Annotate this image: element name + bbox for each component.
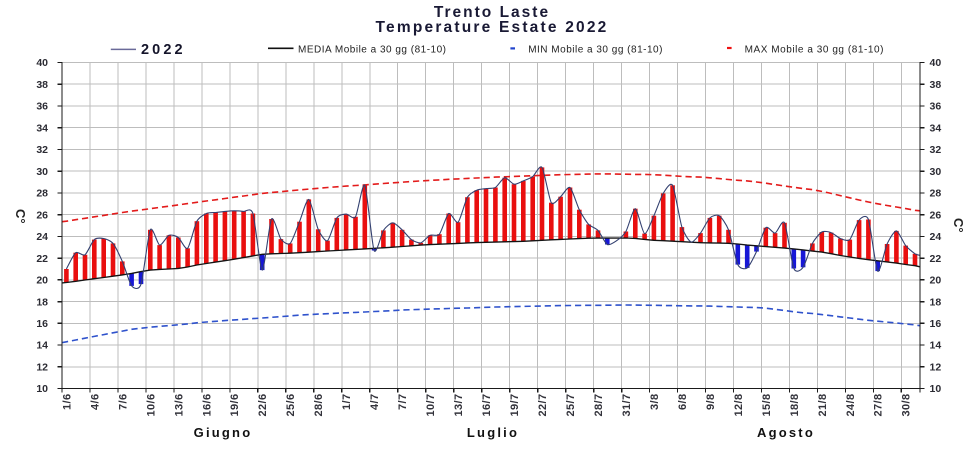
svg-text:19/7: 19/7 xyxy=(509,394,521,417)
svg-text:16: 16 xyxy=(930,318,942,330)
svg-text:16/7: 16/7 xyxy=(481,394,493,417)
svg-text:22/6: 22/6 xyxy=(257,394,269,417)
svg-text:10/6: 10/6 xyxy=(145,394,157,417)
svg-text:26: 26 xyxy=(930,209,942,221)
svg-text:24: 24 xyxy=(930,231,942,243)
svg-text:16/6: 16/6 xyxy=(201,394,213,417)
svg-text:14: 14 xyxy=(930,340,942,352)
svg-text:20: 20 xyxy=(930,275,942,287)
svg-text:38: 38 xyxy=(36,79,48,91)
svg-text:26: 26 xyxy=(36,209,48,221)
svg-text:10: 10 xyxy=(930,383,942,395)
svg-text:10: 10 xyxy=(36,383,48,395)
svg-text:16: 16 xyxy=(36,318,48,330)
svg-text:Agosto: Agosto xyxy=(757,425,815,440)
svg-text:Luglio: Luglio xyxy=(467,425,519,440)
svg-text:24/8: 24/8 xyxy=(845,394,857,417)
svg-text:MEDIA Mobile a 30 gg (81-10): MEDIA Mobile a 30 gg (81-10) xyxy=(298,45,447,56)
svg-text:28/6: 28/6 xyxy=(313,394,325,417)
svg-text:Trento Laste: Trento Laste xyxy=(434,4,550,21)
svg-text:28: 28 xyxy=(930,188,942,200)
svg-text:40: 40 xyxy=(36,57,48,69)
svg-text:10/7: 10/7 xyxy=(425,394,437,417)
svg-text:Giugno: Giugno xyxy=(194,425,253,440)
svg-text:MIN Mobile a 30 gg (81-10): MIN Mobile a 30 gg (81-10) xyxy=(528,45,663,56)
svg-text:13/6: 13/6 xyxy=(173,394,185,417)
svg-text:12: 12 xyxy=(930,362,942,374)
svg-text:36: 36 xyxy=(36,101,48,113)
svg-text:28: 28 xyxy=(36,188,48,200)
svg-text:12/8: 12/8 xyxy=(733,394,745,417)
svg-text:24: 24 xyxy=(36,231,48,243)
svg-text:2022: 2022 xyxy=(141,42,186,58)
svg-text:30: 30 xyxy=(36,166,48,178)
svg-text:22: 22 xyxy=(36,253,48,265)
svg-text:C°: C° xyxy=(951,218,966,233)
svg-text:MAX Mobile a 30 gg (81-10): MAX Mobile a 30 gg (81-10) xyxy=(745,45,884,56)
svg-text:32: 32 xyxy=(36,144,48,156)
svg-text:25/7: 25/7 xyxy=(565,394,577,417)
svg-text:1/7: 1/7 xyxy=(341,394,353,411)
svg-text:4/6: 4/6 xyxy=(89,394,101,411)
svg-text:12: 12 xyxy=(36,362,48,374)
svg-text:15/8: 15/8 xyxy=(761,394,773,417)
svg-text:22: 22 xyxy=(930,253,942,265)
svg-text:34: 34 xyxy=(930,122,942,134)
svg-text:19/6: 19/6 xyxy=(229,394,241,417)
svg-text:34: 34 xyxy=(36,122,48,134)
svg-text:3/8: 3/8 xyxy=(649,394,661,411)
svg-text:7/7: 7/7 xyxy=(397,394,409,411)
svg-text:32: 32 xyxy=(930,144,942,156)
svg-text:22/7: 22/7 xyxy=(537,394,549,417)
svg-text:7/6: 7/6 xyxy=(117,394,129,411)
svg-text:13/7: 13/7 xyxy=(453,394,465,417)
svg-text:C°: C° xyxy=(13,209,28,224)
svg-text:6/8: 6/8 xyxy=(677,394,689,411)
svg-text:28/7: 28/7 xyxy=(593,394,605,417)
svg-text:4/7: 4/7 xyxy=(369,394,381,411)
svg-text:40: 40 xyxy=(930,57,942,69)
svg-text:Temperature Estate 2022: Temperature Estate 2022 xyxy=(376,19,609,36)
svg-text:21/8: 21/8 xyxy=(817,394,829,417)
svg-text:18/8: 18/8 xyxy=(789,394,801,417)
svg-text:30: 30 xyxy=(930,166,942,178)
svg-text:30/8: 30/8 xyxy=(901,394,913,417)
svg-text:1/6: 1/6 xyxy=(61,394,73,411)
svg-text:38: 38 xyxy=(930,79,942,91)
svg-text:31/7: 31/7 xyxy=(621,394,633,417)
svg-text:9/8: 9/8 xyxy=(705,394,717,411)
svg-text:18: 18 xyxy=(930,296,942,308)
svg-text:36: 36 xyxy=(930,101,942,113)
svg-text:25/6: 25/6 xyxy=(285,394,297,417)
svg-text:14: 14 xyxy=(36,340,48,352)
svg-text:20: 20 xyxy=(36,275,48,287)
svg-text:27/8: 27/8 xyxy=(873,394,885,417)
svg-text:18: 18 xyxy=(36,296,48,308)
